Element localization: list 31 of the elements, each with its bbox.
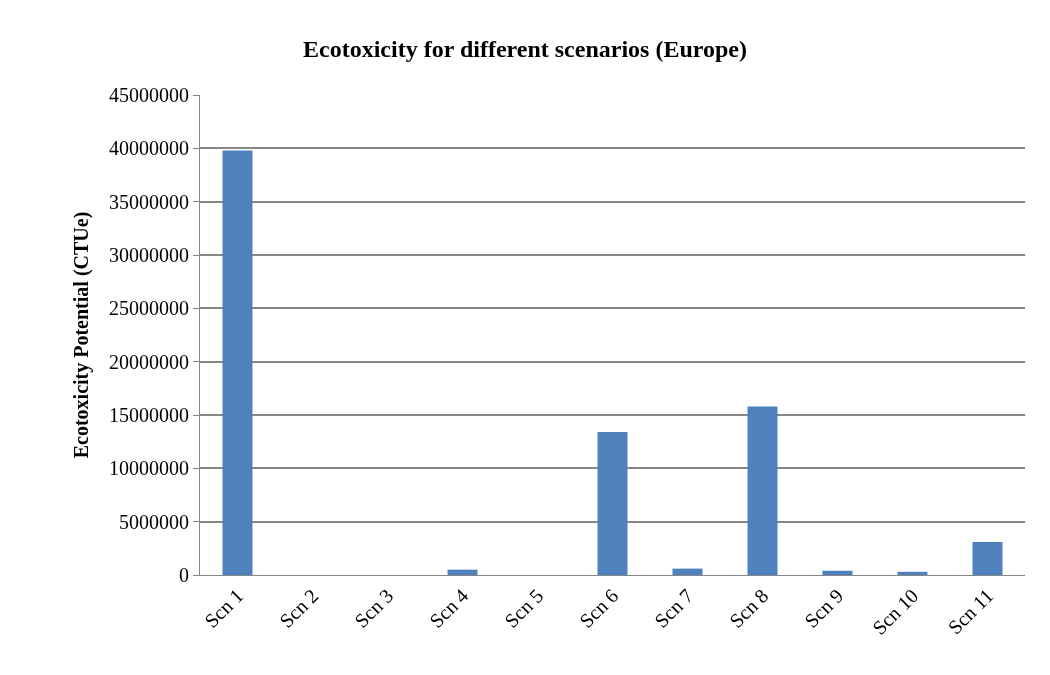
bar [672, 568, 703, 575]
y-tick-label: 20000000 [109, 350, 189, 373]
y-tick-label: 15000000 [109, 404, 189, 426]
x-tick-label: Scn 11 [943, 584, 998, 639]
x-tick-label: Scn 9 [800, 584, 848, 632]
y-tick-label: 10000000 [109, 457, 189, 480]
x-tick-label: Scn 7 [650, 584, 698, 632]
chart-title: Ecotoxicity for different scenarios (Europe) [303, 36, 747, 63]
x-tick-label: Scn 2 [275, 584, 323, 632]
bar [972, 541, 1003, 575]
bar [897, 571, 928, 575]
x-tick-label: Scn 10 [867, 584, 923, 639]
y-tick-label: 45000000 [109, 84, 189, 106]
x-tick-label: Scn 6 [575, 584, 623, 632]
x-tick-label: Scn 5 [500, 584, 548, 632]
bar [822, 570, 853, 575]
bar [747, 406, 778, 575]
bar [447, 569, 478, 575]
bar [597, 432, 628, 575]
y-axis-title: Ecotoxicity Potential (CTUe) [69, 211, 93, 459]
x-tick-label: Scn 1 [200, 584, 248, 632]
y-tick-label: 5000000 [119, 510, 189, 533]
x-tick-label: Scn 3 [350, 584, 398, 632]
x-tick-label: Scn 4 [425, 584, 473, 632]
bar [222, 150, 253, 575]
y-tick-label: 30000000 [109, 244, 189, 266]
x-tick-label: Scn 8 [725, 584, 773, 632]
y-tick-label: 25000000 [109, 297, 189, 320]
y-tick-label: 35000000 [109, 190, 189, 213]
y-tick-label: 0 [179, 564, 189, 586]
y-tick-label: 40000000 [109, 137, 189, 160]
